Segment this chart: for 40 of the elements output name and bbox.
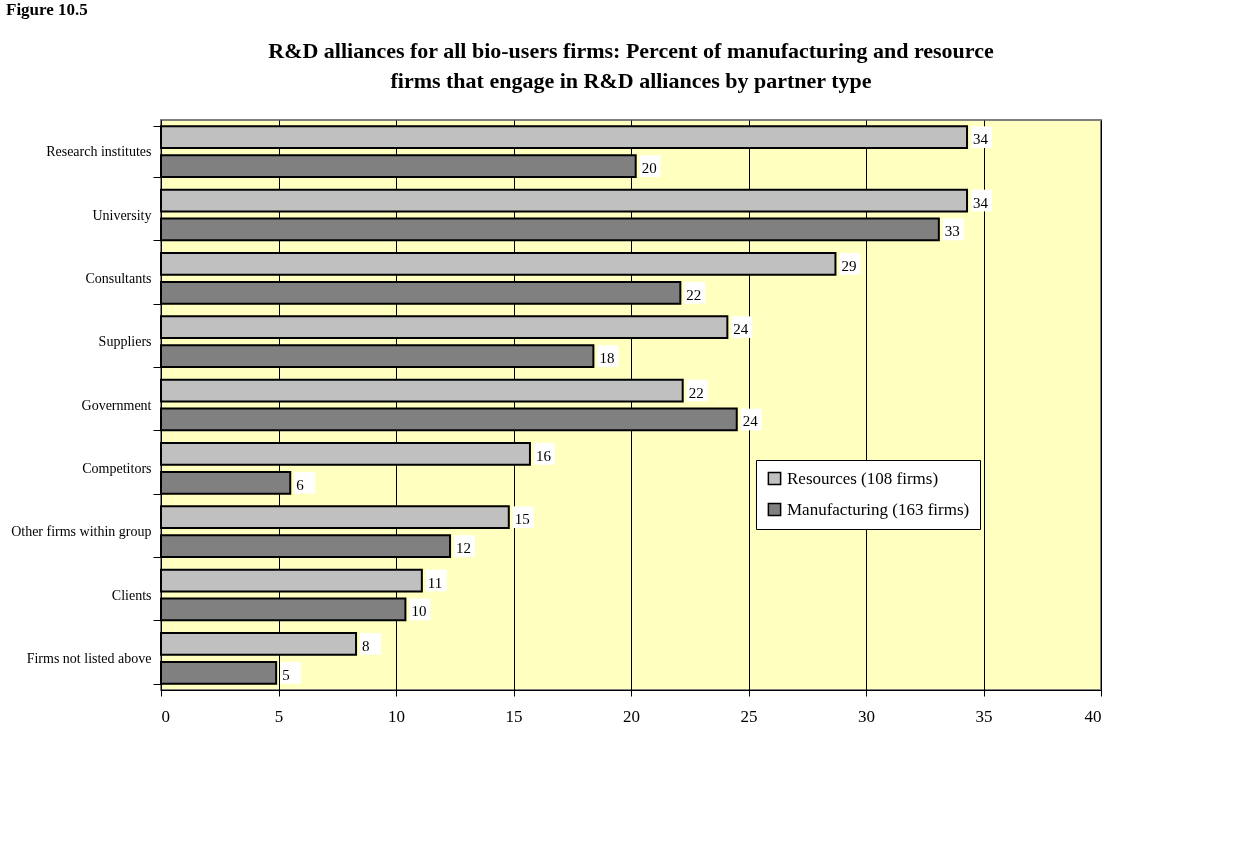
data-label: 16	[535, 447, 552, 464]
x-tick-label: 20	[623, 706, 640, 726]
data-label: 34	[973, 194, 989, 211]
y-tick-label: Competitors	[82, 460, 152, 476]
data-label: 33	[944, 223, 960, 240]
data-label: 6	[296, 476, 305, 493]
x-tick-label: 5	[274, 706, 284, 726]
x-tick-label: 40	[1084, 706, 1102, 726]
x-tick-label: 15	[505, 706, 523, 726]
data-label: 11	[427, 574, 443, 591]
data-label: 24	[742, 413, 759, 430]
data-label: 29	[841, 257, 857, 274]
legend-label: Manufacturing (163 firms)	[787, 499, 970, 519]
y-tick-label: Other firms within group	[11, 524, 152, 540]
x-tick-label: 10	[388, 706, 405, 726]
data-label: 24	[733, 321, 749, 338]
data-label: 15	[514, 511, 530, 528]
data-label: 18	[599, 350, 615, 367]
data-label: 22	[686, 286, 702, 303]
data-label: 10	[411, 603, 427, 620]
x-tick-label: 30	[858, 706, 875, 726]
data-label: 8	[362, 637, 370, 654]
y-tick-label: University	[92, 207, 152, 223]
data-label: 12	[456, 540, 472, 557]
legend-label: Resources (108 firms)	[787, 468, 939, 488]
data-label: 20	[641, 160, 657, 177]
data-label: 22	[688, 384, 704, 401]
y-tick-label: Firms not listed above	[26, 650, 152, 666]
y-tick-label: Suppliers	[98, 334, 152, 350]
y-tick-label: Consultants	[85, 270, 152, 286]
data-label: 5	[282, 666, 290, 683]
caption: Figure 10.5	[6, 0, 88, 20]
x-tick-label: 35	[975, 706, 993, 726]
chart-title: R&D alliances for all bio-users firms: Percent of manufacturing and resource firms that engage in R&D alliances by partner type	[268, 38, 994, 93]
y-tick-label: Government	[81, 397, 152, 413]
x-tick-label: 0	[161, 706, 170, 726]
data-label: 34	[973, 131, 989, 148]
x-tick-label: 25	[740, 706, 758, 726]
y-tick-label: Clients	[111, 587, 152, 603]
y-tick-label: Research institutes	[46, 144, 152, 160]
